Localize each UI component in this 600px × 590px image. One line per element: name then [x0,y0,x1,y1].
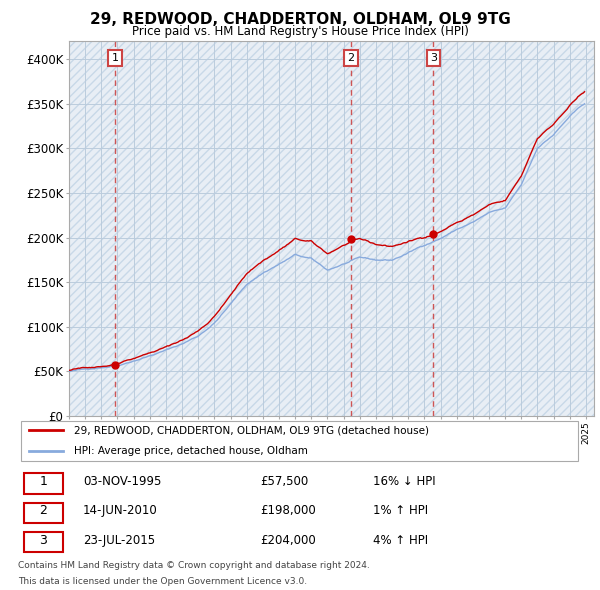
Text: This data is licensed under the Open Government Licence v3.0.: This data is licensed under the Open Gov… [18,577,307,586]
Text: 3: 3 [430,53,437,63]
Text: 2: 2 [40,504,47,517]
FancyBboxPatch shape [23,532,63,552]
Text: 1: 1 [40,475,47,488]
Text: 16% ↓ HPI: 16% ↓ HPI [373,475,436,488]
Text: 2: 2 [347,53,355,63]
Text: Contains HM Land Registry data © Crown copyright and database right 2024.: Contains HM Land Registry data © Crown c… [18,560,370,569]
Text: Price paid vs. HM Land Registry's House Price Index (HPI): Price paid vs. HM Land Registry's House … [131,25,469,38]
FancyBboxPatch shape [23,503,63,523]
Text: £57,500: £57,500 [260,475,309,488]
Text: HPI: Average price, detached house, Oldham: HPI: Average price, detached house, Oldh… [74,446,308,455]
Text: 29, REDWOOD, CHADDERTON, OLDHAM, OL9 9TG (detached house): 29, REDWOOD, CHADDERTON, OLDHAM, OL9 9TG… [74,425,430,435]
Text: 1% ↑ HPI: 1% ↑ HPI [373,504,428,517]
Text: 03-NOV-1995: 03-NOV-1995 [83,475,161,488]
Text: 14-JUN-2010: 14-JUN-2010 [83,504,158,517]
Text: 29, REDWOOD, CHADDERTON, OLDHAM, OL9 9TG: 29, REDWOOD, CHADDERTON, OLDHAM, OL9 9TG [89,12,511,27]
Text: 1: 1 [112,53,118,63]
Text: 23-JUL-2015: 23-JUL-2015 [83,534,155,547]
FancyBboxPatch shape [23,473,63,493]
Text: £198,000: £198,000 [260,504,316,517]
FancyBboxPatch shape [21,421,578,461]
Text: £204,000: £204,000 [260,534,316,547]
Text: 3: 3 [40,534,47,547]
Text: 4% ↑ HPI: 4% ↑ HPI [373,534,428,547]
